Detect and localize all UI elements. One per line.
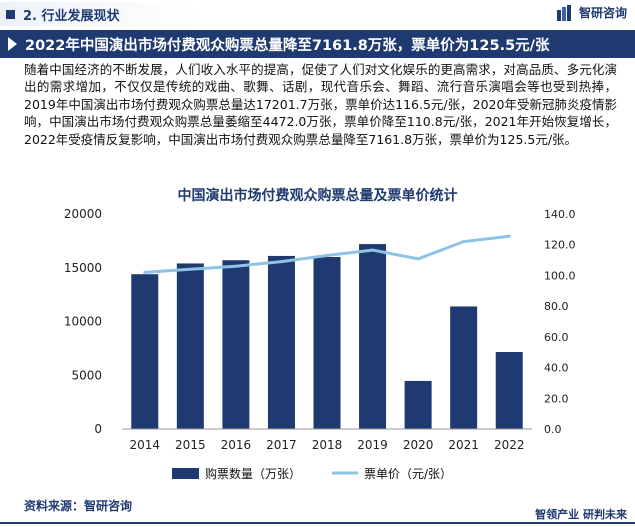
- bar: [222, 260, 250, 429]
- bar: [404, 380, 432, 429]
- legend-bar-swatch: [172, 468, 199, 479]
- brand-logo-icon: [556, 4, 571, 21]
- headline-arrow-icon: [8, 37, 17, 51]
- bar: [313, 257, 341, 429]
- bar: [267, 255, 295, 429]
- section-label: 2. 行业发展现状: [23, 8, 120, 24]
- body-paragraph: 随着中国经济的不断发展，人们收入水平的提高，促使了人们对文化娱乐的更高需求，对高…: [24, 62, 617, 147]
- price-point: [416, 257, 420, 261]
- footer-divider: [0, 522, 635, 524]
- headline-banner: 2022年中国演出市场付费观众购票总量降至7161.8万张，票单价为125.5元…: [0, 30, 635, 58]
- bar: [176, 263, 204, 429]
- legend-bar-label: 购票数量（万张）: [205, 466, 301, 481]
- top-bar: 2. 行业发展现状 智研咨询: [0, 0, 635, 28]
- price-point: [462, 240, 466, 244]
- section-tag: 2. 行业发展现状: [0, 2, 200, 26]
- y-right-tick-label: 120.0: [544, 239, 576, 252]
- y-right-tick-label: 80.0: [544, 300, 569, 313]
- y-right-tick-label: 40.0: [544, 362, 569, 375]
- brand-name: 智研咨询: [578, 6, 627, 20]
- bar: [495, 352, 523, 429]
- x-tick-label: 2019: [357, 438, 388, 452]
- chart-title: 中国演出市场付费观众购票总量及票单价统计: [177, 188, 458, 204]
- price-point: [188, 267, 192, 271]
- y-right-tick-label: 0.0: [544, 423, 562, 436]
- y-right-tick-label: 140.0: [544, 208, 576, 221]
- chart: 0 5000 10000 15000 20000 0.0 20.0 40.0 60.0 80.0 1…: [64, 207, 576, 481]
- bar: [131, 274, 159, 429]
- footer-slogan: 智领产业 研判未来: [535, 508, 627, 521]
- legend-line-label: 票单价（元/张）: [364, 467, 452, 481]
- y-left-tick-label: 5000: [71, 368, 102, 382]
- x-tick-label: 2022: [494, 438, 525, 452]
- y-right-tick-label: 60.0: [544, 331, 569, 344]
- bar: [450, 306, 478, 429]
- price-point: [143, 270, 147, 274]
- brand: 智研咨询: [556, 4, 627, 21]
- y-left-tick-label: 0: [94, 422, 102, 436]
- price-point: [279, 260, 283, 264]
- x-tick-label: 2020: [403, 438, 434, 452]
- section-square-icon: [6, 9, 15, 19]
- y-left-tick-label: 10000: [64, 315, 102, 329]
- x-tick-label: 2016: [221, 438, 252, 452]
- x-tick-label: 2014: [130, 438, 161, 452]
- y-right-tick-label: 100.0: [544, 269, 576, 282]
- bar: [359, 244, 387, 429]
- headline-text: 2022年中国演出市场付费观众购票总量降至7161.8万张，票单价为125.5元…: [25, 37, 550, 54]
- x-tick-label: 2021: [448, 438, 479, 452]
- y-right-tick-label: 20.0: [544, 392, 569, 405]
- price-point: [234, 264, 238, 268]
- price-point: [507, 234, 511, 238]
- price-point: [371, 248, 375, 252]
- x-tick-label: 2015: [175, 438, 206, 452]
- y-left-tick-label: 20000: [64, 207, 102, 221]
- source-note: 资料来源：智研咨询: [24, 499, 133, 513]
- x-tick-label: 2017: [266, 438, 297, 452]
- y-left-tick-label: 15000: [64, 261, 102, 275]
- x-tick-label: 2018: [312, 438, 343, 452]
- price-point: [325, 253, 329, 257]
